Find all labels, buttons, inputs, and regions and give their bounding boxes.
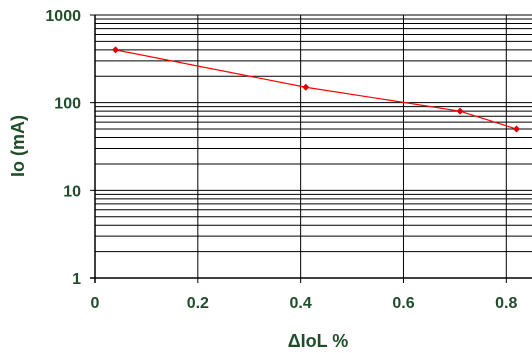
data-point bbox=[302, 83, 310, 91]
x-tick-label: 0.2 bbox=[187, 295, 209, 312]
y-tick-label: 10 bbox=[63, 183, 81, 200]
series-line bbox=[115, 49, 517, 130]
x-axis-title: ΔIoL % bbox=[288, 331, 349, 351]
data-point bbox=[112, 46, 120, 54]
y-tick-label: 1000 bbox=[45, 8, 81, 25]
grid-layer bbox=[94, 14, 532, 279]
data-point bbox=[456, 107, 464, 115]
data-point bbox=[513, 125, 521, 133]
label-layer: 0 0.2 0.4 0.6 0.8 1 10 100 1000 bbox=[45, 8, 517, 312]
x-tick-label: 0 bbox=[91, 295, 100, 312]
y-tick-label: 100 bbox=[54, 96, 81, 113]
x-tick-label: 0.8 bbox=[495, 295, 517, 312]
x-tick-label: 0.6 bbox=[392, 295, 414, 312]
series-layer bbox=[112, 46, 521, 133]
x-tick-label: 0.4 bbox=[290, 295, 312, 312]
axis-layer bbox=[90, 14, 532, 283]
y-tick-label: 1 bbox=[72, 271, 81, 288]
y-axis-title: Io (mA) bbox=[8, 115, 28, 177]
